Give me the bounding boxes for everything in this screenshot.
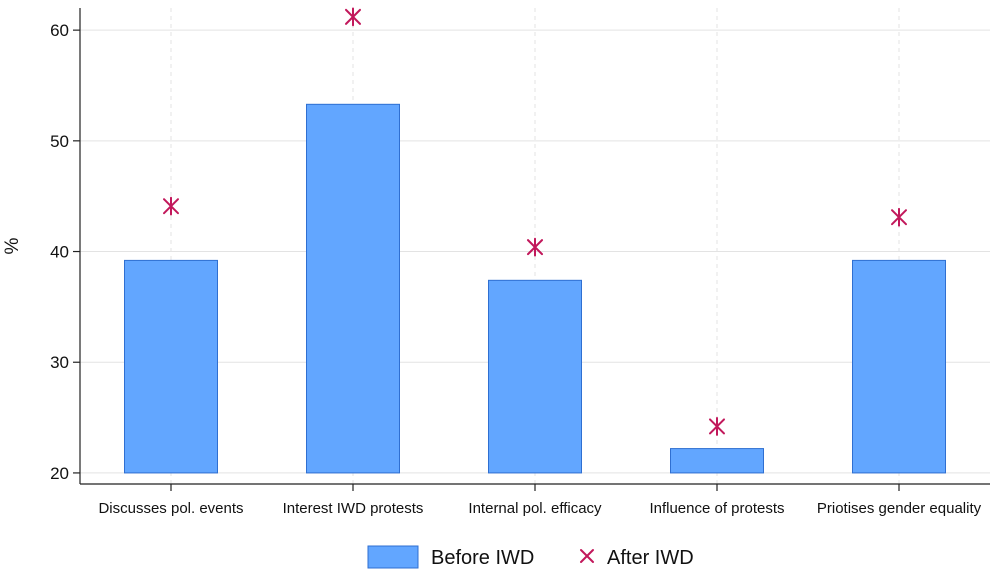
legend-swatch-before bbox=[367, 545, 419, 569]
y-tick-label-20: 20 bbox=[50, 464, 69, 483]
y-tick-label-30: 30 bbox=[50, 353, 69, 372]
marker-after-3 bbox=[527, 237, 543, 257]
marker-after-2 bbox=[345, 7, 361, 27]
bar-before-3 bbox=[488, 279, 582, 474]
bars bbox=[124, 103, 946, 474]
marker-after-1 bbox=[163, 196, 179, 216]
x-tick-label-5: Priotises gender equality bbox=[817, 500, 982, 517]
marker-after-5 bbox=[891, 207, 907, 227]
legend: Before IWD After IWD bbox=[367, 545, 694, 569]
bar-before-1 bbox=[124, 259, 218, 474]
x-axis: Discusses pol. events Interest IWD protes… bbox=[80, 483, 990, 517]
y-axis: 20 30 40 50 60 bbox=[50, 8, 81, 484]
x-tick-label-2: Interest IWD protests bbox=[283, 500, 424, 517]
x-tick-label-1: Discusses pol. events bbox=[98, 500, 243, 517]
marker-after-4 bbox=[709, 417, 725, 436]
bar-before-4 bbox=[670, 448, 764, 474]
legend-marker-after bbox=[580, 549, 594, 563]
y-tick-label-40: 40 bbox=[50, 243, 69, 262]
legend-label-after: After IWD bbox=[607, 547, 694, 569]
bar-before-5 bbox=[852, 259, 946, 474]
x-tick-label-4: Influence of protests bbox=[649, 500, 784, 517]
y-tick-label-50: 50 bbox=[50, 132, 69, 151]
legend-label-before: Before IWD bbox=[431, 547, 534, 569]
bar-before-2 bbox=[306, 103, 400, 474]
y-axis-title: % bbox=[2, 237, 23, 254]
y-tick-label-60: 60 bbox=[50, 21, 69, 40]
x-tick-label-3: Internal pol. efficacy bbox=[468, 500, 602, 517]
markers bbox=[163, 7, 907, 436]
